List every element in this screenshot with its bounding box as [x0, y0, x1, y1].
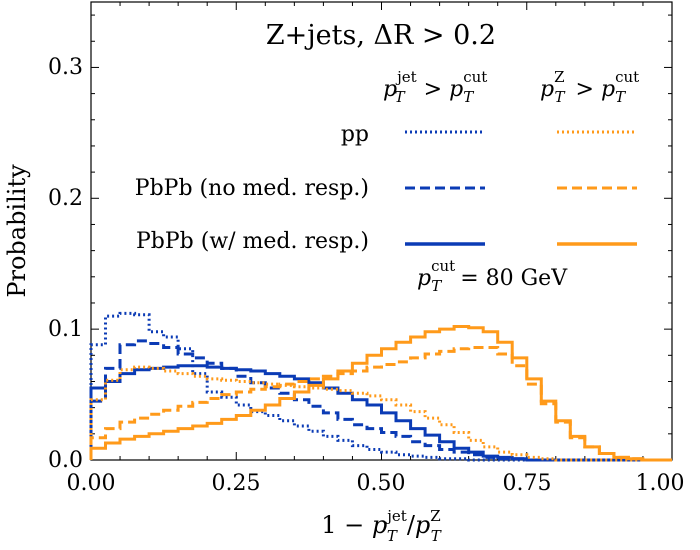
x-tick-label: 0.25 [212, 471, 261, 496]
y-axis-label: Probability [3, 164, 31, 298]
legend-col-header-z: pZ T > pcut T [540, 68, 639, 106]
legend-col-header-jet: pjet T > pcut T [383, 68, 487, 106]
series-line-3 [89, 365, 672, 462]
x-axis-label: 1 − pjet T/pZ T [321, 507, 442, 545]
y-tick-label: 0.0 [48, 448, 83, 473]
y-tick-label: 0.2 [48, 186, 83, 211]
series-line-5 [89, 325, 672, 462]
x-tick-label: 0.50 [357, 471, 406, 496]
legend-label-pp: pp [341, 122, 369, 147]
y-tick-label: 0.1 [48, 317, 83, 342]
chart-title: Z+jets, ΔR > 0.2 [266, 20, 496, 51]
x-tick-label: 0.00 [67, 471, 116, 496]
legend-label-pbpb-w-med: PbPb (w/ med. resp.) [136, 229, 369, 254]
series-group [89, 311, 672, 462]
pt-cut-note: pcut T = 80 GeV [417, 257, 568, 295]
x-tick-label: 0.75 [503, 471, 552, 496]
y-tick-label: 0.3 [48, 55, 83, 80]
x-tick-label: 1.00 [636, 471, 685, 496]
legend-label-pbpb-no-med: PbPb (no med. resp.) [135, 176, 369, 201]
